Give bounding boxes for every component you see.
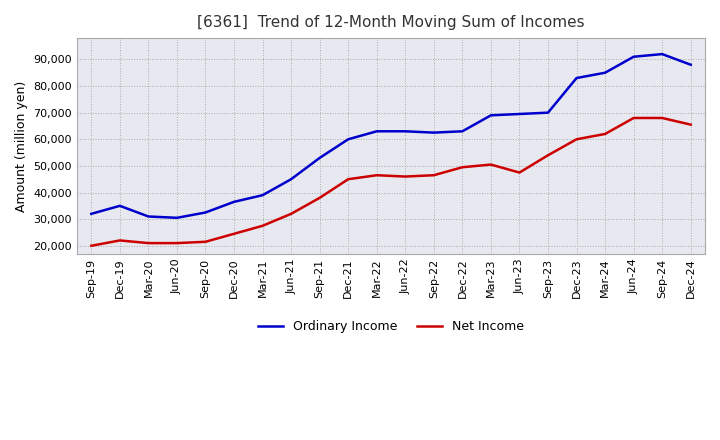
- Ordinary Income: [572, 75, 581, 81]
- Ordinary Income: [629, 54, 638, 59]
- Net Income: [372, 172, 381, 178]
- Title: [6361]  Trend of 12-Month Moving Sum of Incomes: [6361] Trend of 12-Month Moving Sum of I…: [197, 15, 585, 30]
- Net Income: [458, 165, 467, 170]
- Net Income: [430, 172, 438, 178]
- Ordinary Income: [201, 210, 210, 215]
- Net Income: [144, 241, 153, 246]
- Ordinary Income: [258, 193, 267, 198]
- Ordinary Income: [115, 203, 124, 209]
- Ordinary Income: [686, 62, 695, 67]
- Ordinary Income: [458, 128, 467, 134]
- Net Income: [173, 241, 181, 246]
- Net Income: [315, 195, 324, 201]
- Net Income: [544, 153, 552, 158]
- Ordinary Income: [430, 130, 438, 135]
- Ordinary Income: [87, 211, 96, 216]
- Net Income: [401, 174, 410, 179]
- Ordinary Income: [230, 199, 238, 205]
- Net Income: [230, 231, 238, 236]
- Net Income: [658, 115, 667, 121]
- Net Income: [487, 162, 495, 167]
- Ordinary Income: [287, 176, 295, 182]
- Ordinary Income: [344, 137, 353, 142]
- Net Income: [201, 239, 210, 244]
- Ordinary Income: [315, 155, 324, 161]
- Net Income: [515, 170, 523, 175]
- Net Income: [572, 137, 581, 142]
- Ordinary Income: [600, 70, 609, 75]
- Line: Ordinary Income: Ordinary Income: [91, 54, 690, 218]
- Net Income: [344, 176, 353, 182]
- Line: Net Income: Net Income: [91, 118, 690, 246]
- Legend: Ordinary Income, Net Income: Ordinary Income, Net Income: [253, 315, 528, 338]
- Ordinary Income: [515, 111, 523, 117]
- Net Income: [600, 131, 609, 136]
- Ordinary Income: [173, 215, 181, 220]
- Ordinary Income: [144, 214, 153, 219]
- Y-axis label: Amount (million yen): Amount (million yen): [15, 81, 28, 212]
- Net Income: [287, 211, 295, 216]
- Net Income: [258, 223, 267, 228]
- Net Income: [629, 115, 638, 121]
- Ordinary Income: [372, 128, 381, 134]
- Ordinary Income: [544, 110, 552, 115]
- Ordinary Income: [401, 128, 410, 134]
- Net Income: [87, 243, 96, 249]
- Net Income: [115, 238, 124, 243]
- Net Income: [686, 122, 695, 127]
- Ordinary Income: [487, 113, 495, 118]
- Ordinary Income: [658, 51, 667, 57]
